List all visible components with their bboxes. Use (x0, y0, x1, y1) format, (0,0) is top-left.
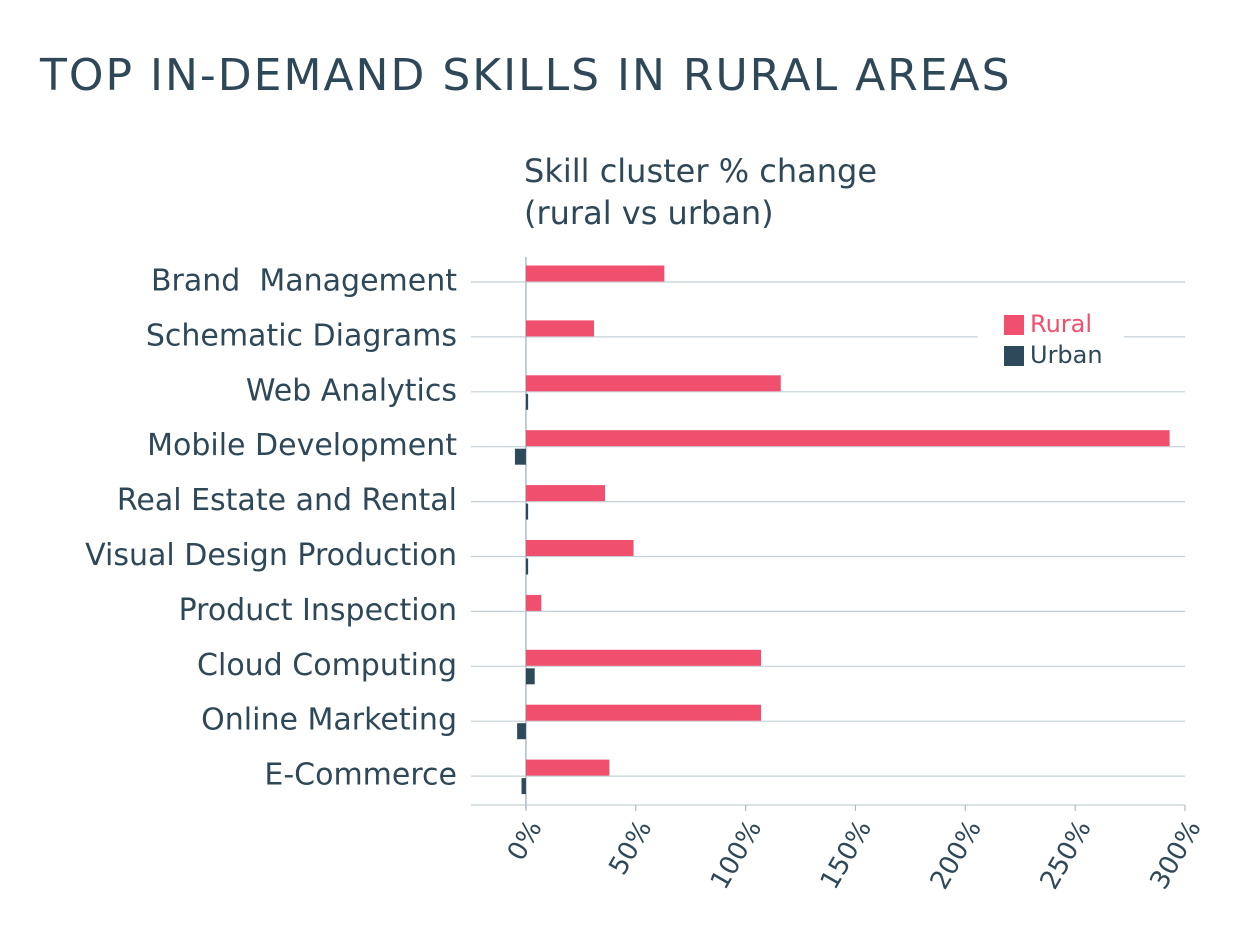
bar (525, 485, 606, 502)
y-tick-label: Real Estate and Rental (117, 483, 457, 518)
x-tick-label: 250% (1035, 815, 1098, 894)
bar (525, 594, 542, 611)
chart-subtitle: Skill cluster % change (rural vs urban) (524, 152, 878, 232)
y-tick-label: Schematic Diagrams (146, 318, 457, 353)
bar (517, 723, 526, 740)
chart-title: TOP IN-DEMAND SKILLS IN RURAL AREAS (39, 50, 1012, 101)
bar (525, 558, 529, 575)
x-tick-label: 50% (603, 815, 658, 880)
bar (525, 503, 529, 520)
legend-label: Rural (1030, 310, 1092, 338)
bar (521, 778, 526, 795)
bar (525, 704, 761, 721)
x-tick-label: 150% (815, 815, 878, 894)
y-tick-label: Web Analytics (246, 373, 457, 408)
bar (525, 540, 634, 556)
y-tick-label: E-Commerce (264, 758, 457, 793)
y-tick-label: Product Inspection (179, 593, 457, 628)
y-tick-label: Cloud Computing (197, 648, 457, 683)
bar (525, 375, 781, 392)
bar (525, 759, 610, 776)
bar (514, 448, 526, 465)
y-tick-label: Brand Management (151, 264, 457, 299)
bar (525, 393, 529, 410)
legend-swatch (1004, 315, 1024, 335)
legend-box (978, 306, 1124, 372)
x-tick-label: 100% (705, 815, 768, 894)
bar (525, 265, 665, 282)
bar (525, 430, 1170, 447)
y-tick-label: Mobile Development (147, 428, 457, 463)
y-tick-label: Visual Design Production (85, 538, 457, 573)
legend-label: Urban (1030, 341, 1103, 369)
bar (525, 649, 761, 666)
bar (525, 320, 595, 337)
y-tick-label: Online Marketing (201, 703, 457, 738)
x-tick-label: 0% (502, 815, 549, 866)
x-tick-label: 200% (925, 815, 988, 894)
legend-swatch (1004, 346, 1024, 366)
x-tick-label: 300% (1144, 815, 1207, 894)
bar (525, 668, 535, 685)
